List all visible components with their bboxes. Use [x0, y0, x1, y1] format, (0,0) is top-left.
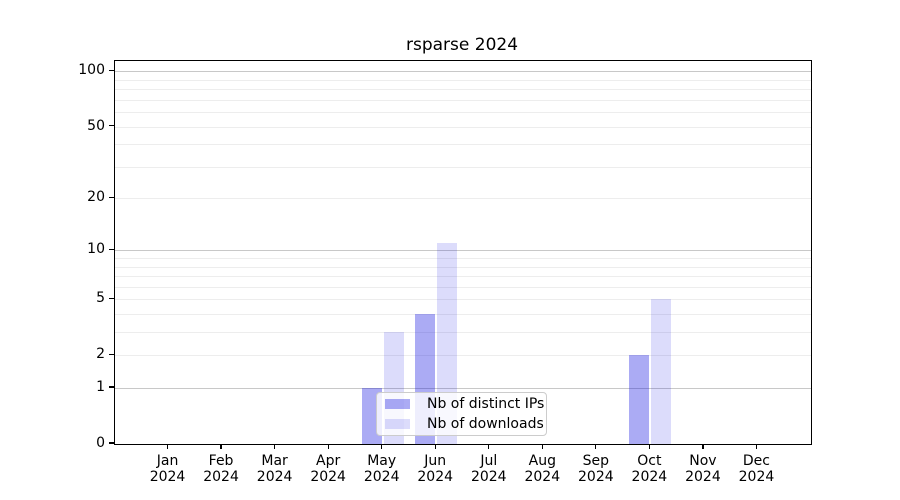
x-tick-year: 2024	[578, 469, 614, 485]
x-tick-year: 2024	[738, 469, 775, 485]
y-tick-label-2: 2	[96, 346, 105, 363]
x-tick-month: Apr	[316, 453, 341, 469]
x-tick-mark-apr	[327, 444, 329, 450]
y-tick-label-1: 1	[96, 379, 105, 396]
y-tick-label-10: 10	[87, 241, 105, 258]
major-gridline-100	[115, 71, 811, 73]
y-tick-label-0: 0	[96, 435, 105, 451]
x-tick-label-aug: Aug 2024	[512, 453, 572, 485]
x-tick-mark-nov	[702, 444, 704, 450]
x-tick-month: May	[367, 453, 397, 469]
x-tick-label-dec: Dec 2024	[726, 453, 786, 485]
y-tick-mark-0	[109, 442, 114, 444]
minor-gridline-70	[115, 99, 811, 101]
x-tick-year: 2024	[631, 469, 668, 485]
x-tick-month: Jul	[480, 453, 498, 469]
x-tick-mark-oct	[648, 444, 650, 450]
major-gridline-1	[115, 388, 811, 390]
minor-gridline-20	[115, 198, 811, 200]
y-tick-mark-5	[109, 297, 114, 299]
x-tick-year: 2024	[310, 469, 346, 485]
minor-gridline-3	[115, 332, 811, 334]
plot-area	[114, 60, 812, 445]
x-tick-year: 2024	[363, 469, 400, 485]
x-tick-mark-may	[381, 444, 383, 450]
x-tick-mark-dec	[755, 444, 758, 450]
x-tick-label-mar: Mar 2024	[245, 453, 305, 485]
x-tick-month: Feb	[208, 453, 234, 469]
x-tick-month: Dec	[742, 453, 770, 469]
x-tick-label-apr: Apr 2024	[298, 453, 358, 485]
minor-gridline-8	[115, 266, 811, 268]
minor-gridline-5	[115, 299, 811, 301]
minor-gridline-80	[115, 89, 811, 91]
minor-gridline-50	[115, 126, 811, 128]
y-tick-label-100: 100	[78, 62, 105, 79]
x-tick-label-feb: Feb 2024	[191, 453, 251, 485]
x-tick-mark-jan	[166, 444, 169, 450]
x-tick-label-sep: Sep 2024	[566, 453, 626, 485]
y-tick-label-50: 50	[87, 117, 105, 134]
chart-title: rsparse 2024	[405, 35, 519, 55]
legend-row-1: Nb of downloads	[385, 416, 546, 432]
minor-gridline-4	[115, 314, 811, 316]
x-tick-year: 2024	[256, 469, 293, 485]
x-tick-year: 2024	[203, 469, 239, 485]
x-tick-label-nov: Nov 2024	[673, 453, 733, 485]
x-tick-year: 2024	[149, 469, 186, 485]
legend-row-0: Nb of distinct IPs	[385, 396, 546, 412]
legend-swatch-downloads	[385, 418, 410, 429]
x-tick-mark-feb	[220, 444, 222, 450]
x-tick-label-jan: Jan 2024	[138, 453, 198, 485]
minor-gridline-60	[115, 112, 811, 114]
x-tick-label-may: May 2024	[352, 453, 412, 485]
y-tick-mark-10	[109, 248, 114, 251]
y-tick-mark-20	[109, 196, 114, 198]
x-tick-month: Jan	[156, 453, 179, 469]
legend-label-downloads: Nb of downloads	[427, 415, 544, 432]
y-tick-label-5: 5	[96, 290, 105, 307]
x-tick-year: 2024	[470, 469, 507, 485]
x-tick-year: 2024	[417, 469, 454, 485]
x-tick-month: Jun	[424, 453, 447, 469]
minor-gridline-2	[115, 355, 811, 357]
x-tick-month: Aug	[528, 453, 556, 469]
legend: Nb of distinct IPs Nb of downloads	[376, 392, 547, 436]
minor-gridline-6	[115, 286, 811, 288]
bar-downloads-oct	[651, 299, 672, 444]
legend-label-distinct-ips: Nb of distinct IPs	[427, 396, 545, 413]
x-tick-label-oct: Oct 2024	[619, 453, 679, 485]
x-tick-mark-mar	[274, 444, 276, 450]
y-tick-mark-1	[109, 386, 114, 388]
x-tick-month: Oct	[637, 453, 662, 469]
minor-gridline-30	[115, 166, 811, 168]
x-tick-mark-aug	[541, 444, 543, 450]
minor-gridline-9	[115, 258, 811, 260]
minor-gridline-40	[115, 144, 811, 146]
minor-gridline-90	[115, 79, 811, 81]
x-tick-month: Mar	[261, 453, 288, 469]
y-tick-label-20: 20	[87, 189, 105, 206]
y-tick-mark-100	[109, 69, 114, 72]
x-tick-mark-jun	[434, 444, 436, 450]
x-tick-mark-jul	[488, 444, 490, 450]
minor-gridline-7	[115, 276, 811, 278]
x-tick-label-jun: Jun 2024	[405, 453, 465, 485]
x-tick-month: Sep	[582, 453, 610, 469]
y-tick-mark-2	[109, 353, 114, 355]
x-tick-label-jul: Jul 2024	[459, 453, 519, 485]
x-tick-year: 2024	[524, 469, 561, 485]
bar-distinct-ips-oct	[629, 355, 650, 444]
x-tick-month: Nov	[689, 453, 717, 469]
x-tick-year: 2024	[685, 469, 721, 485]
x-tick-mark-sep	[595, 444, 597, 450]
legend-swatch-distinct-ips	[385, 399, 410, 410]
major-gridline-10	[115, 250, 811, 252]
y-tick-mark-50	[109, 125, 114, 127]
